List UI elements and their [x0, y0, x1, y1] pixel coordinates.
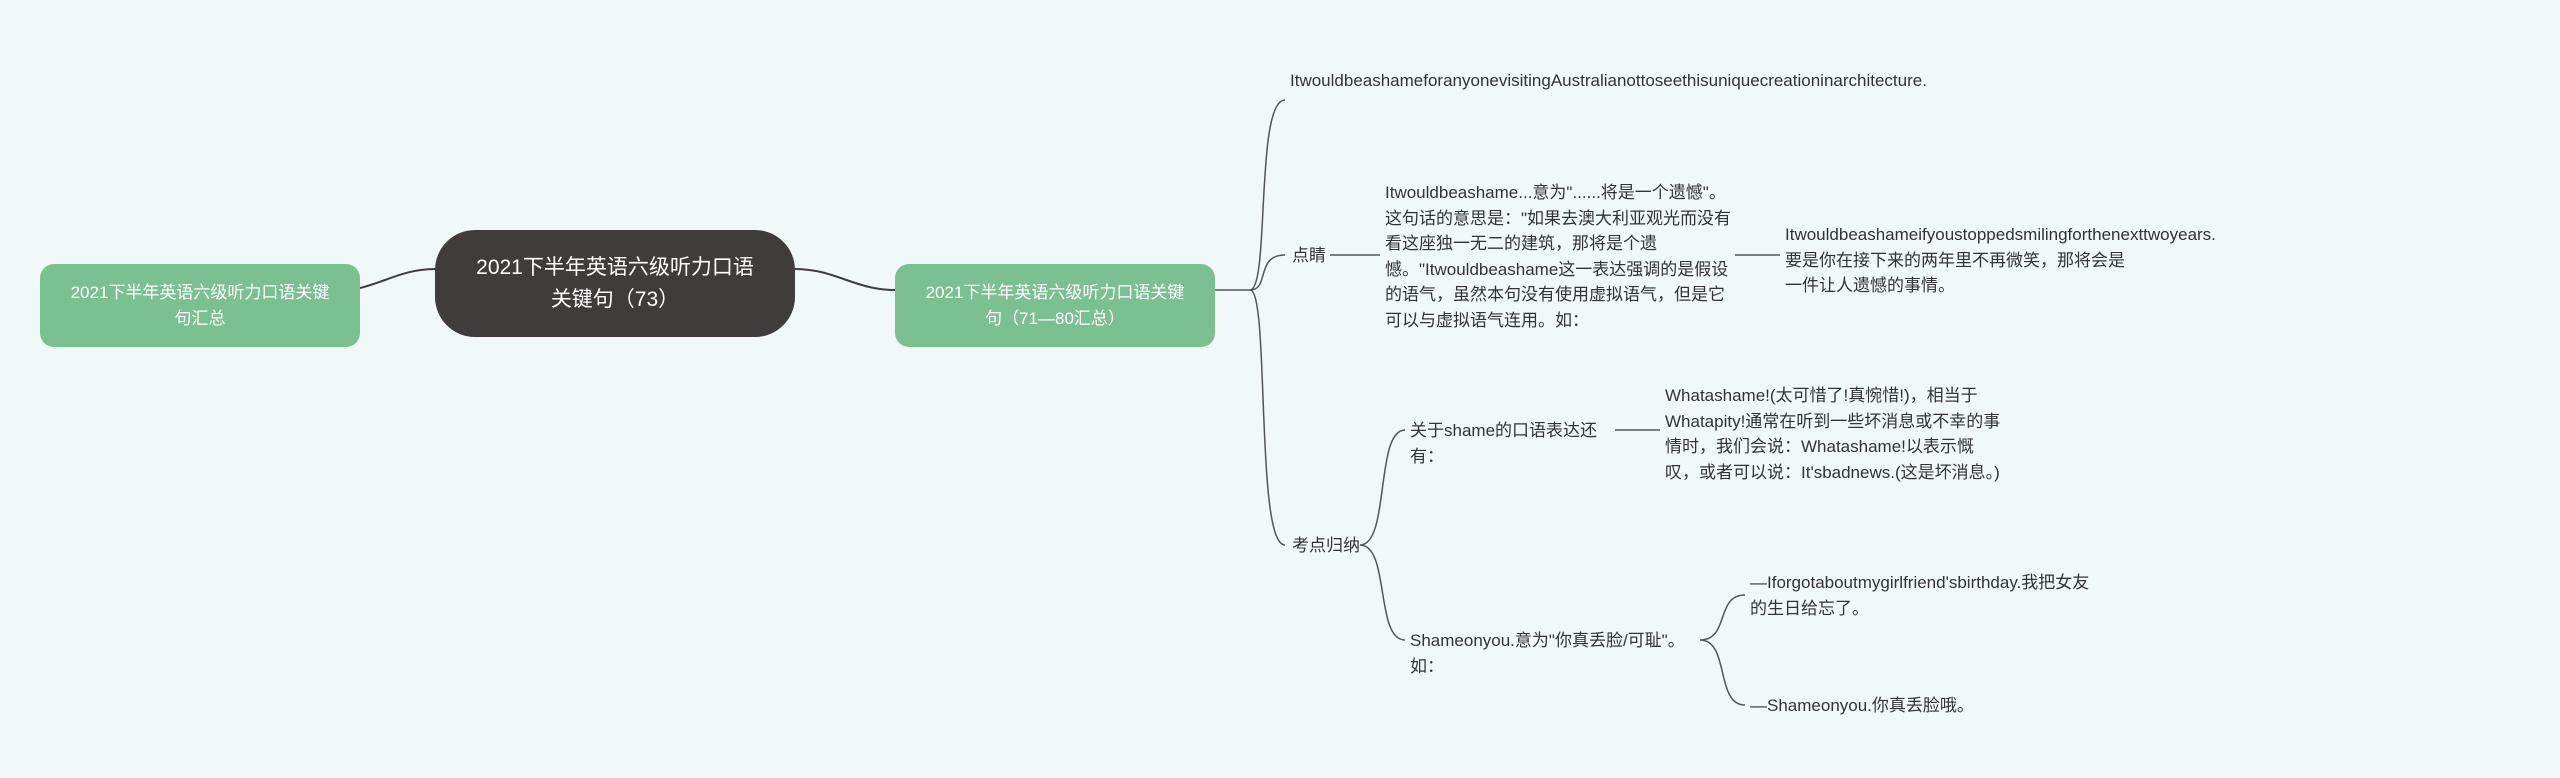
- right-summary-text: 2021下半年英语六级听力口语关键句（71—80汇总）: [926, 283, 1185, 328]
- left-summary-text: 2021下半年英语六级听力口语关键句汇总: [71, 283, 330, 328]
- root-node[interactable]: 2021下半年英语六级听力口语关键句（73）: [435, 230, 795, 337]
- branch3a-label: 关于shame的口语表达还有：: [1410, 418, 1620, 469]
- branch2-label: 点睛: [1292, 243, 1326, 269]
- connectors-layer: [0, 0, 2560, 778]
- root-title: 2021下半年英语六级听力口语关键句（73）: [476, 256, 754, 311]
- left-summary-node[interactable]: 2021下半年英语六级听力口语关键句汇总: [40, 264, 360, 347]
- mindmap-canvas: 2021下半年英语六级听力口语关键句（73） 2021下半年英语六级听力口语关键…: [0, 0, 2560, 778]
- branch3b-label: Shameonyou.意为"你真丢脸/可耻"。如：: [1410, 628, 1710, 679]
- branch3b-child2: —Shameonyou.你真丢脸哦。: [1750, 693, 1974, 719]
- branch2-text: Itwouldbeashame...意为"......将是一个遗憾"。这句话的意…: [1385, 180, 1735, 333]
- branch3b-child1: —Iforgotaboutmygirlfriend'sbirthday.我把女友…: [1750, 570, 2090, 621]
- branch3-label: 考点归纳: [1292, 533, 1360, 559]
- branch1-text: ItwouldbeashameforanyonevisitingAustrali…: [1290, 68, 1650, 94]
- branch2-child: Itwouldbeashameifyoustoppedsmilingforthe…: [1785, 222, 2125, 299]
- right-summary-node[interactable]: 2021下半年英语六级听力口语关键句（71—80汇总）: [895, 264, 1215, 347]
- branch3a-child: Whatashame!(太可惜了!真惋惜!)，相当于Whatapity!通常在听…: [1665, 383, 2005, 485]
